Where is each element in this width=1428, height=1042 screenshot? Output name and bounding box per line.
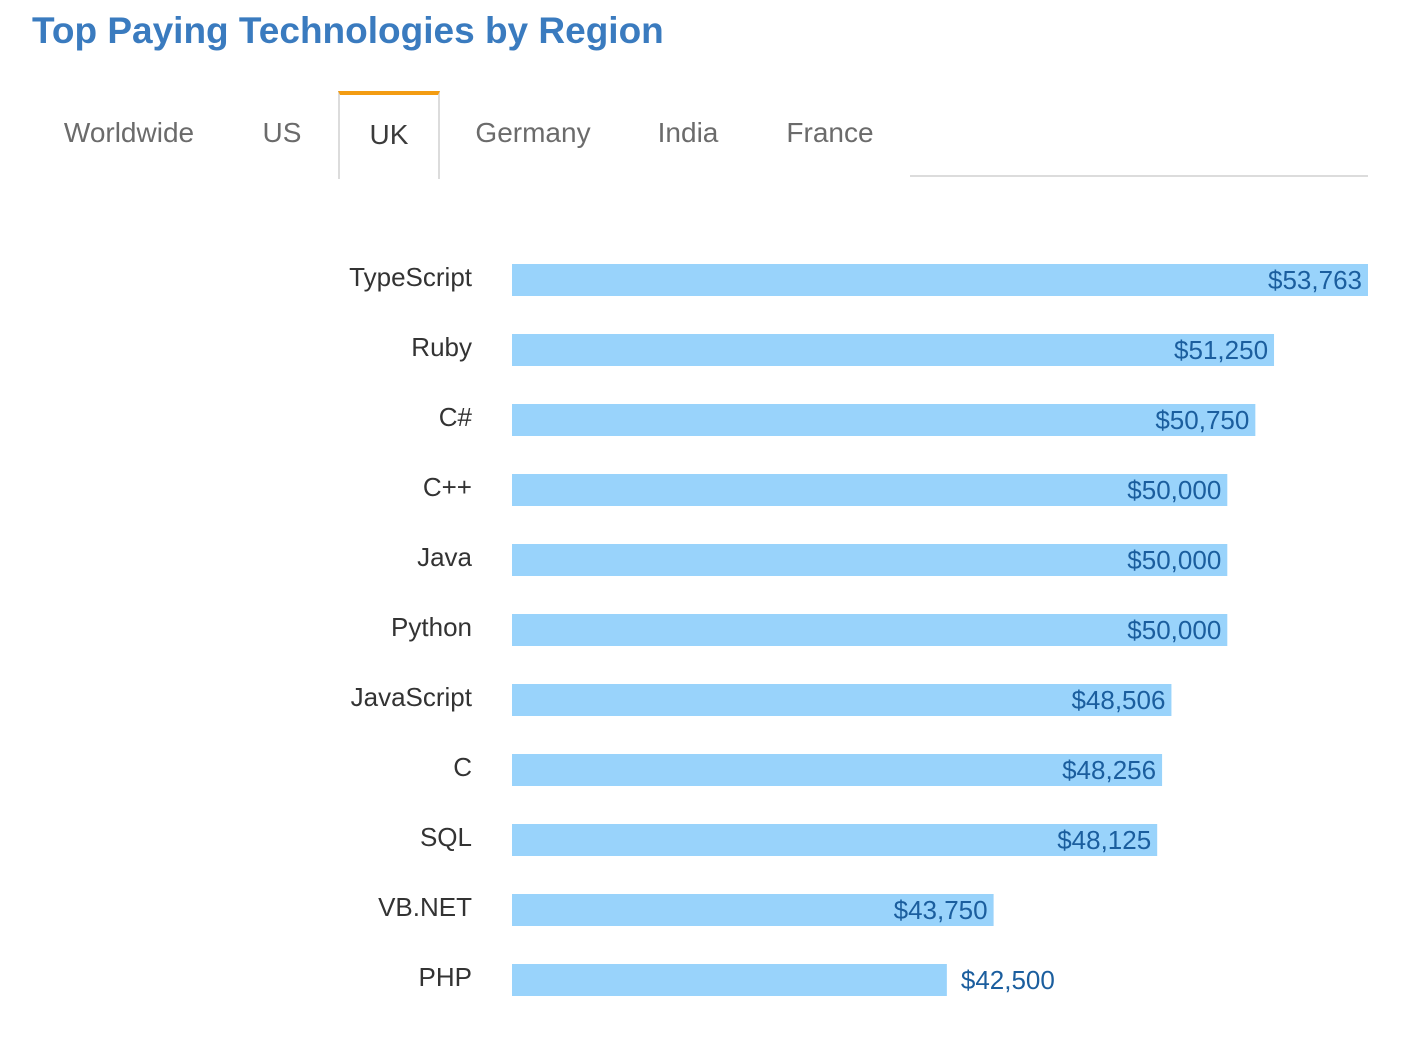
category-label: C++ xyxy=(423,472,472,502)
category-label: Python xyxy=(391,612,472,642)
category-label: PHP xyxy=(419,962,472,992)
value-label: $53,763 xyxy=(1268,265,1362,295)
category-label: Java xyxy=(417,542,472,572)
tab-india[interactable]: India xyxy=(626,91,750,177)
bar-typescript xyxy=(512,264,1368,296)
category-label: TypeScript xyxy=(349,262,473,292)
value-label: $50,000 xyxy=(1127,545,1221,575)
page-title: Top Paying Technologies by Region xyxy=(32,10,664,51)
value-label: $43,750 xyxy=(894,895,988,925)
bar-ruby xyxy=(512,334,1275,366)
value-label: $42,500 xyxy=(961,965,1055,995)
bar-csharp xyxy=(512,404,1256,436)
value-label: $50,750 xyxy=(1155,405,1249,435)
category-label: SQL xyxy=(420,822,472,852)
category-label: Ruby xyxy=(411,332,472,362)
value-label: $50,000 xyxy=(1127,615,1221,645)
category-label: JavaScript xyxy=(351,682,473,712)
tab-france[interactable]: France xyxy=(750,91,910,177)
bar-java xyxy=(512,544,1228,576)
bar-php xyxy=(512,964,947,996)
value-label: $48,506 xyxy=(1071,685,1165,715)
tab-uk[interactable]: UK xyxy=(338,91,440,179)
bar-vb-net xyxy=(512,894,994,926)
value-label: $48,125 xyxy=(1057,825,1151,855)
value-label: $51,250 xyxy=(1174,335,1268,365)
value-label: $50,000 xyxy=(1127,475,1221,505)
tab-germany[interactable]: Germany xyxy=(440,91,626,177)
bar-sql xyxy=(512,824,1158,856)
value-label: $48,256 xyxy=(1062,755,1156,785)
bar-cplusplus xyxy=(512,474,1228,506)
tab-us[interactable]: US xyxy=(226,91,338,177)
region-tabs: Worldwide US UK Germany India France xyxy=(32,91,1368,179)
bar-javascript xyxy=(512,684,1172,716)
tab-worldwide[interactable]: Worldwide xyxy=(32,91,226,177)
category-label: VB.NET xyxy=(378,892,472,922)
category-label: C xyxy=(453,752,472,782)
bar-python xyxy=(512,614,1228,646)
bar-c xyxy=(512,754,1163,786)
category-label: C# xyxy=(439,402,473,432)
